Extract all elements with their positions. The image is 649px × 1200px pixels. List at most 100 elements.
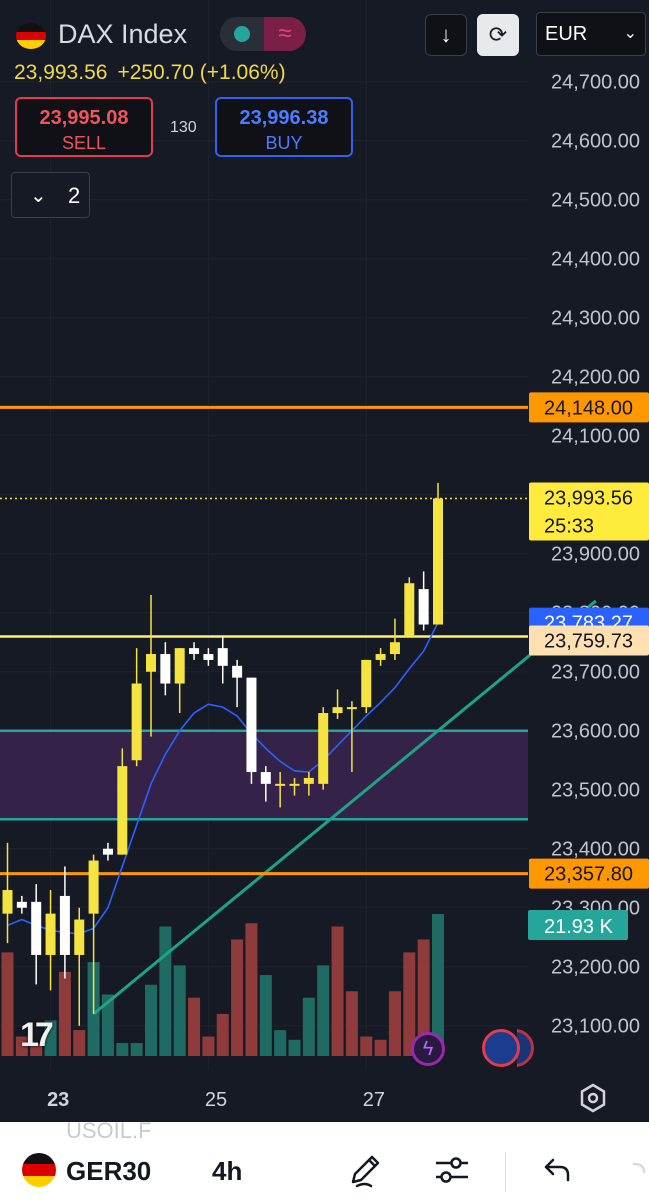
volume-bar (58, 971, 71, 1056)
volume-bar (288, 1039, 301, 1056)
price-tag-support (529, 858, 649, 889)
volume-bar (44, 1020, 57, 1056)
candle-body (174, 648, 185, 684)
time-axis-label: 25 (205, 1089, 227, 1111)
candle-body (102, 848, 113, 855)
sell-price: 23,995.08 (39, 107, 129, 129)
volume-bar (216, 1013, 229, 1056)
price-chart[interactable]: 23,100.0023,200.0023,300.0023,400.0023,5… (0, 0, 649, 1122)
axis-tick-label: 24,300.00 (551, 308, 640, 330)
germany-flag-icon (22, 1153, 56, 1187)
volume-tag (528, 910, 628, 940)
volume-bar (360, 1036, 373, 1056)
price-tag-label-current: 23,993.56 (544, 488, 633, 510)
timeframe-button[interactable]: 4h (212, 1156, 243, 1186)
market-status-pill[interactable]: ≈ (220, 17, 306, 51)
candle-body (2, 890, 13, 914)
candle-body (189, 648, 200, 655)
candle-body (404, 583, 415, 637)
undo-icon[interactable] (536, 1150, 576, 1190)
axis-tick-label: 24,200.00 (551, 367, 640, 389)
volume-bar (15, 1036, 28, 1056)
candle-body (131, 683, 142, 761)
axis-tick-label: 24,400.00 (551, 249, 640, 271)
more-icon[interactable] (622, 1150, 649, 1190)
axis-tick-label: 24,600.00 (551, 131, 640, 153)
bottom-toolbar: USOIL.F GER30 4h (0, 1118, 649, 1200)
buy-price: 23,996.38 (239, 107, 329, 129)
indicators-sliders-icon[interactable] (432, 1150, 472, 1190)
buy-button[interactable]: 23,996.38 BUY (215, 97, 353, 157)
volume-bar (73, 1030, 86, 1056)
lightning-indicator-icon[interactable]: ϟ (411, 1032, 445, 1066)
candle-body (332, 707, 343, 714)
volume-bar (159, 926, 172, 1056)
volume-tag-label: 21.93 K (544, 916, 614, 938)
candle-body (59, 895, 70, 955)
download-button[interactable]: ↓ (425, 14, 467, 56)
volume-bar (231, 939, 244, 1056)
market-open-dot-icon (234, 26, 250, 42)
volume-bar (145, 984, 157, 1056)
instrument-title[interactable]: DAX Index (58, 19, 188, 49)
candle-body (88, 860, 99, 914)
wave-icon: ≈ (264, 17, 306, 51)
settings-icon[interactable] (577, 1082, 609, 1114)
volume-bar (432, 914, 444, 1056)
currency-select[interactable]: EUR ⌄ (536, 12, 646, 56)
sell-button[interactable]: 23,995.08 SELL (15, 97, 153, 157)
volume-bar (101, 994, 114, 1056)
price-quote: 23,993.56 +250.70 (+1.06%) (14, 61, 286, 85)
time-axis-label: 23 (47, 1089, 69, 1111)
candle-body (346, 707, 357, 710)
candle-body (45, 913, 56, 955)
candle-body (389, 642, 400, 655)
tradingview-logo-icon: 17 (20, 1016, 54, 1054)
candle-body (275, 783, 286, 786)
germany-flag-icon (16, 23, 46, 49)
candle-body (217, 648, 228, 666)
candle-body (361, 659, 372, 708)
price-tag-label-resistance: 24,148.00 (544, 397, 633, 419)
axis-tick-label: 23,600.00 (551, 721, 640, 743)
axis-tick-label: 24,100.00 (551, 426, 640, 448)
candle-body (303, 777, 314, 784)
countdown-label: 25:33 (544, 516, 594, 538)
candle-body (260, 772, 271, 784)
price-tag-label-support: 23,357.80 (544, 864, 633, 886)
switch-icon: ⟳ (488, 22, 508, 47)
candle-body (203, 654, 214, 660)
axis-tick-label: 23,900.00 (551, 544, 640, 566)
trendline-line (92, 599, 597, 1016)
axis-tick-label: 23,700.00 (551, 662, 640, 684)
candle-body (117, 766, 128, 855)
candle-body (232, 665, 243, 678)
volume-bar (331, 926, 344, 1056)
currency-value: EUR (545, 23, 588, 45)
volume-bar (173, 965, 186, 1056)
volume-bar (202, 1036, 215, 1056)
buy-label: BUY (265, 133, 303, 153)
trendline (92, 599, 597, 1016)
candle-body (375, 654, 386, 660)
volume-bar (317, 965, 330, 1056)
volume-bar (345, 991, 358, 1056)
pencil-icon[interactable] (345, 1150, 385, 1190)
candle-body (146, 654, 156, 672)
last-price: 23,993.56 (14, 61, 108, 84)
volume-bar (188, 997, 201, 1056)
indicator-count: 2 (68, 183, 81, 208)
price-tag-yellow (529, 625, 649, 656)
volume-bar (130, 1043, 143, 1056)
arrow-down-icon: ↓ (440, 22, 452, 47)
candle-body (418, 589, 429, 625)
symbol-button[interactable]: GER30 (66, 1156, 152, 1186)
price-change: +250.70 (+1.06%) (117, 61, 286, 84)
eu-flag-event-icon[interactable] (482, 1029, 520, 1067)
volume-bar (417, 939, 430, 1056)
indicators-collapse-button[interactable]: ⌄ 2 (11, 172, 90, 218)
axis-tick-label: 24,500.00 (551, 190, 640, 212)
switch-button[interactable]: ⟳ (477, 14, 519, 56)
sell-label: SELL (61, 133, 107, 153)
candle-body (433, 498, 443, 625)
